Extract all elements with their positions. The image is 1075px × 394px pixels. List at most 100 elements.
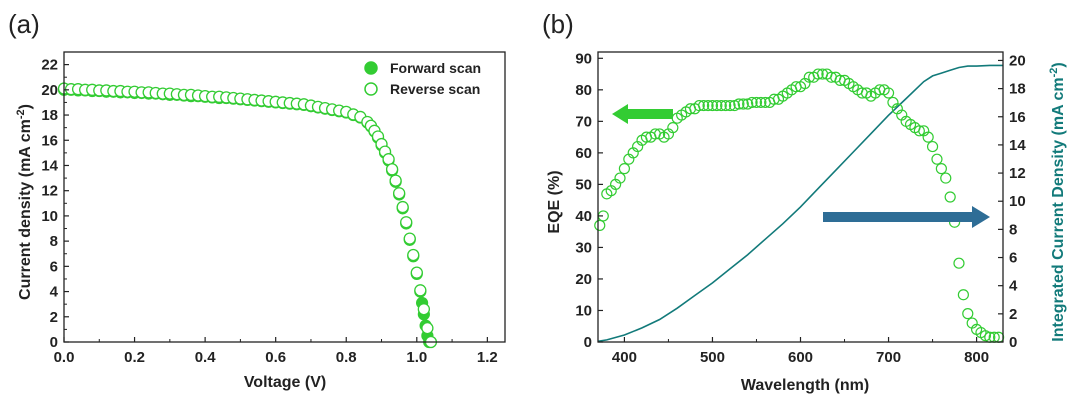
eqe-point bbox=[667, 122, 679, 134]
legend-reverse-label: Reverse scan bbox=[390, 81, 480, 97]
reverse-scan-point bbox=[417, 303, 431, 316]
reverse-scan-point bbox=[389, 174, 402, 187]
reverse-scan-point bbox=[403, 232, 416, 245]
a-y-tick-label: 12 bbox=[41, 183, 58, 200]
eqe-point bbox=[724, 99, 736, 112]
b-left-y-tick-label: 70 bbox=[575, 113, 592, 130]
b-right-y-tick-label: 20 bbox=[1009, 52, 1026, 69]
a-legend: Forward scan Reverse scan bbox=[364, 60, 481, 97]
eqe-point bbox=[812, 68, 824, 80]
b-right-y-tick-label: 18 bbox=[1009, 81, 1026, 98]
panel-a-chart: (a) 0.0 0.2 0.4 0.6 0.8 1.0 1.2 0 2 4 6 8 10 12 14 16 1… bbox=[8, 9, 506, 391]
b-left-y-tick-label: 10 bbox=[575, 302, 592, 319]
a-y-tick-label: 20 bbox=[41, 82, 58, 99]
b-x-tick-label: 500 bbox=[700, 349, 725, 366]
b-left-y-axis-label: EQE (%) bbox=[546, 170, 563, 233]
eqe-point bbox=[944, 191, 956, 203]
b-right-y-tick-label: 16 bbox=[1009, 109, 1026, 126]
b-plot-frame bbox=[597, 51, 1004, 343]
eqe-point bbox=[618, 163, 631, 175]
eqe-point bbox=[931, 153, 943, 165]
reverse-scan-point bbox=[421, 321, 434, 335]
eqe-point bbox=[698, 99, 710, 112]
a-x-axis-label: Voltage (V) bbox=[244, 374, 326, 391]
reverse-scan-point bbox=[393, 187, 406, 200]
b-x-tick-label: 800 bbox=[964, 349, 989, 366]
b-right-y-tick-label: 4 bbox=[1009, 278, 1018, 295]
b-right-y-tick-label: 0 bbox=[1009, 334, 1017, 351]
eqe-point bbox=[711, 99, 723, 112]
b-left-y-tick-label: 30 bbox=[575, 239, 592, 256]
integrated-current-line bbox=[597, 64, 1003, 343]
a-y-tick-label: 18 bbox=[41, 107, 58, 124]
a-x-tick-label: 0.0 bbox=[54, 349, 75, 366]
b-right-y-axis-label: Integrated Current Density (mA cm-2) bbox=[1048, 62, 1067, 341]
b-x-tick-label: 400 bbox=[612, 349, 637, 366]
reverse-scan-point bbox=[396, 200, 409, 214]
b-right-y-tick-label: 2 bbox=[1009, 306, 1017, 323]
a-y-tick-label: 14 bbox=[41, 157, 58, 174]
b-left-y-tick-label: 20 bbox=[575, 271, 592, 288]
reverse-scan-point bbox=[400, 216, 413, 229]
a-plot-frame bbox=[63, 51, 506, 343]
eqe-point bbox=[962, 308, 974, 320]
eqe-point bbox=[953, 257, 965, 269]
eqe-point bbox=[733, 98, 745, 110]
b-x-tick-label: 600 bbox=[788, 349, 813, 366]
a-y-tick-label: 2 bbox=[50, 309, 58, 326]
reverse-scan-point bbox=[407, 248, 420, 262]
panel-a-label: (a) bbox=[8, 9, 40, 39]
b-left-y-tick-label: 40 bbox=[575, 208, 592, 225]
a-y-tick-label: 0 bbox=[50, 334, 58, 351]
eqe-point bbox=[614, 172, 626, 184]
b-x-axis-label: Wavelength (nm) bbox=[741, 377, 869, 394]
legend-reverse-marker bbox=[364, 82, 378, 96]
a-y-tick-label: 10 bbox=[41, 208, 58, 225]
panel-b-chart: (b) 400 500 600 700 800 0102030405060708090 … bbox=[542, 9, 1067, 394]
a-y-tick-label: 8 bbox=[50, 233, 58, 250]
a-y-axis-label: Current density (mA cm-2) bbox=[15, 104, 34, 300]
eqe-point bbox=[935, 163, 947, 175]
eqe-point bbox=[940, 172, 952, 184]
a-y-tick-label: 6 bbox=[50, 258, 58, 275]
jsc-axis-arrow bbox=[823, 206, 990, 228]
b-left-y-tick-label: 90 bbox=[575, 50, 592, 67]
b-left-y-tick-label: 60 bbox=[575, 145, 592, 162]
eqe-point bbox=[755, 96, 767, 109]
legend-forward-label: Forward scan bbox=[390, 60, 481, 76]
reverse-scan-point bbox=[385, 163, 399, 176]
reverse-scan-point bbox=[414, 284, 427, 297]
b-right-y-tick-label: 14 bbox=[1009, 137, 1026, 154]
a-x-tick-label: 1.0 bbox=[406, 349, 427, 366]
eqe-point bbox=[913, 125, 925, 137]
a-y-tick-label: 4 bbox=[50, 284, 59, 301]
a-y-tick-label: 22 bbox=[41, 57, 58, 74]
reverse-scan-point bbox=[410, 266, 423, 279]
eqe-point bbox=[702, 99, 714, 112]
eqe-point bbox=[922, 131, 934, 143]
eqe-point bbox=[715, 99, 727, 112]
eqe-point bbox=[750, 96, 763, 109]
b-left-y-tick-label: 80 bbox=[575, 82, 592, 99]
b-right-y-tick-label: 6 bbox=[1009, 250, 1017, 267]
a-x-tick-label: 0.6 bbox=[265, 349, 286, 366]
eqe-axis-arrow bbox=[612, 104, 673, 124]
eqe-point bbox=[737, 98, 749, 110]
b-left-y-tick-label: 50 bbox=[575, 176, 592, 193]
eqe-point bbox=[720, 99, 732, 112]
a-x-tick-label: 1.2 bbox=[477, 349, 498, 366]
legend-forward-marker bbox=[364, 61, 378, 75]
a-x-tick-label: 0.4 bbox=[195, 349, 217, 366]
b-x-tick-label: 700 bbox=[876, 349, 901, 366]
b-left-y-tick-label: 0 bbox=[584, 334, 592, 351]
b-right-y-tick-label: 10 bbox=[1009, 193, 1026, 210]
eqe-point bbox=[706, 99, 719, 112]
panel-b-label: (b) bbox=[542, 9, 574, 39]
a-x-tick-label: 0.8 bbox=[336, 349, 357, 366]
a-y-tick-label: 16 bbox=[41, 132, 58, 149]
eqe-point bbox=[746, 96, 758, 109]
eqe-point bbox=[693, 99, 705, 112]
eqe-point bbox=[882, 87, 895, 99]
b-right-y-tick-label: 12 bbox=[1009, 165, 1026, 182]
